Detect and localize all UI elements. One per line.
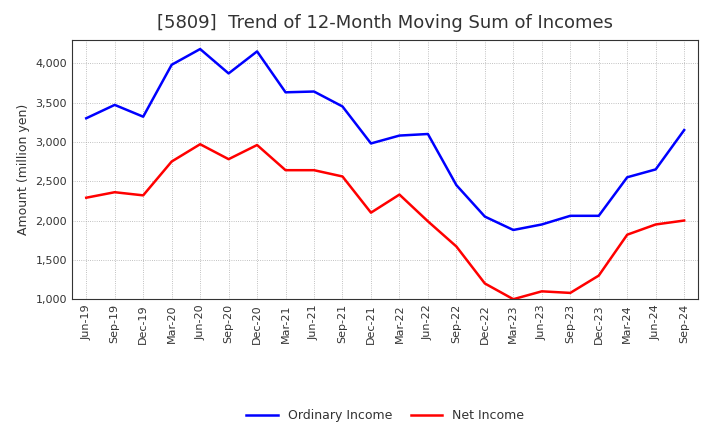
Net Income — [338, 174, 347, 179]
Ordinary Income — [110, 102, 119, 107]
Ordinary Income — [680, 128, 688, 133]
Net Income — [110, 190, 119, 195]
Net Income — [509, 297, 518, 302]
Ordinary Income — [82, 116, 91, 121]
Ordinary Income — [595, 213, 603, 218]
Net Income — [423, 219, 432, 224]
Net Income — [167, 159, 176, 164]
Legend: Ordinary Income, Net Income: Ordinary Income, Net Income — [241, 404, 529, 427]
Ordinary Income — [338, 104, 347, 109]
Net Income — [566, 290, 575, 296]
Net Income — [452, 244, 461, 249]
Ordinary Income — [537, 222, 546, 227]
Net Income — [282, 168, 290, 173]
Ordinary Income — [253, 49, 261, 54]
Y-axis label: Amount (million yen): Amount (million yen) — [17, 104, 30, 235]
Ordinary Income — [452, 183, 461, 188]
Net Income — [480, 281, 489, 286]
Net Income — [225, 157, 233, 162]
Ordinary Income — [566, 213, 575, 218]
Net Income — [196, 142, 204, 147]
Net Income — [366, 210, 375, 215]
Net Income — [652, 222, 660, 227]
Net Income — [623, 232, 631, 237]
Ordinary Income — [310, 89, 318, 94]
Ordinary Income — [167, 62, 176, 67]
Ordinary Income — [623, 175, 631, 180]
Net Income — [395, 192, 404, 197]
Title: [5809]  Trend of 12-Month Moving Sum of Incomes: [5809] Trend of 12-Month Moving Sum of I… — [157, 15, 613, 33]
Net Income — [537, 289, 546, 294]
Net Income — [310, 168, 318, 173]
Ordinary Income — [196, 46, 204, 51]
Ordinary Income — [366, 141, 375, 146]
Net Income — [139, 193, 148, 198]
Ordinary Income — [395, 133, 404, 138]
Net Income — [82, 195, 91, 200]
Line: Ordinary Income: Ordinary Income — [86, 49, 684, 230]
Net Income — [595, 273, 603, 278]
Ordinary Income — [652, 167, 660, 172]
Ordinary Income — [225, 71, 233, 76]
Line: Net Income: Net Income — [86, 144, 684, 299]
Ordinary Income — [480, 214, 489, 219]
Ordinary Income — [282, 90, 290, 95]
Ordinary Income — [509, 227, 518, 233]
Ordinary Income — [139, 114, 148, 119]
Net Income — [680, 218, 688, 223]
Ordinary Income — [423, 132, 432, 137]
Net Income — [253, 143, 261, 148]
